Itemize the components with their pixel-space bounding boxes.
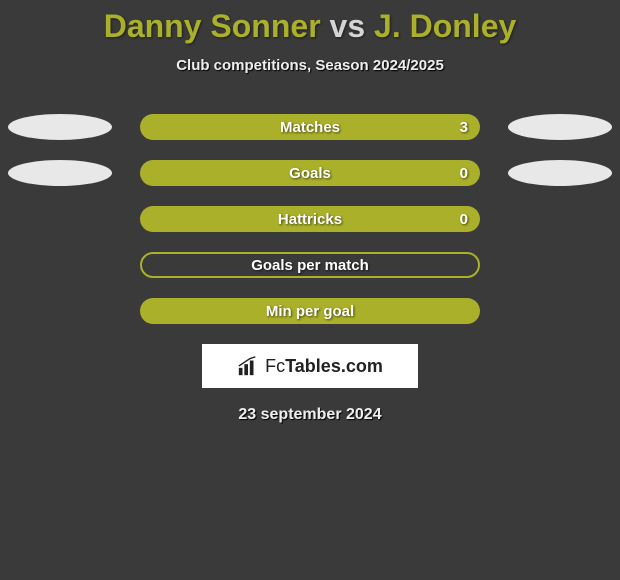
stat-bar: Goals0 — [140, 160, 480, 186]
fctables-logo: FcTables.com — [202, 344, 418, 388]
stat-row: Matches3 — [0, 114, 620, 140]
player-left-name: Danny Sonner — [104, 8, 321, 44]
stat-row: Goals per match — [0, 252, 620, 278]
logo-text-left: Fc — [265, 356, 285, 376]
stat-bar: Hattricks0 — [140, 206, 480, 232]
stat-bar: Goals per match — [140, 252, 480, 278]
stat-label: Min per goal — [140, 298, 480, 324]
stat-label: Hattricks — [140, 206, 480, 232]
date-text: 23 september 2024 — [0, 406, 620, 424]
right-ellipse — [508, 114, 612, 140]
stat-value: 0 — [460, 206, 468, 232]
left-ellipse — [8, 160, 112, 186]
player-right-name: J. Donley — [374, 8, 516, 44]
stat-label: Goals per match — [140, 252, 480, 278]
logo-text-right: Tables.com — [285, 356, 383, 376]
stat-value: 0 — [460, 160, 468, 186]
right-ellipse — [508, 160, 612, 186]
stat-row: Min per goal — [0, 298, 620, 324]
stat-rows-container: Matches3Goals0Hattricks0Goals per matchM… — [0, 114, 620, 324]
stat-bar: Matches3 — [140, 114, 480, 140]
stat-row: Goals0 — [0, 160, 620, 186]
stat-row: Hattricks0 — [0, 206, 620, 232]
logo-text: FcTables.com — [265, 356, 383, 377]
stat-label: Goals — [140, 160, 480, 186]
stat-bar: Min per goal — [140, 298, 480, 324]
vs-text: vs — [330, 8, 366, 44]
subtitle: Club competitions, Season 2024/2025 — [0, 57, 620, 74]
bar-chart-icon — [237, 355, 259, 377]
left-ellipse — [8, 114, 112, 140]
stat-value: 3 — [460, 114, 468, 140]
comparison-title: Danny Sonner vs J. Donley — [0, 0, 620, 45]
stat-label: Matches — [140, 114, 480, 140]
